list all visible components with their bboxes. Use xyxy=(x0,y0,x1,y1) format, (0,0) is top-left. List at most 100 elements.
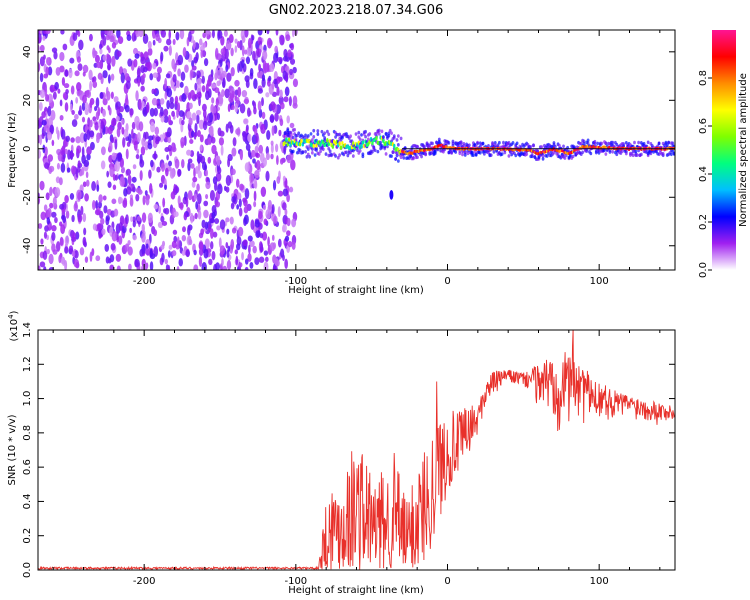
noise-cell xyxy=(156,166,161,173)
signal-halo xyxy=(334,154,337,158)
noise-cell xyxy=(255,159,261,171)
signal-core xyxy=(285,137,288,142)
noise-cell xyxy=(142,73,146,79)
signal-halo xyxy=(511,141,515,145)
noise-cell xyxy=(283,96,289,103)
colorbar-label: Normalized spectral amplitude xyxy=(738,73,749,227)
noise-cell xyxy=(112,184,117,191)
noise-cell xyxy=(231,104,235,111)
signal-halo xyxy=(503,150,507,155)
signal-halo xyxy=(581,150,585,155)
noise-cell xyxy=(60,30,65,35)
noise-cell xyxy=(87,117,91,127)
noise-cell xyxy=(269,63,275,73)
signal-halo xyxy=(354,132,358,136)
noise-cell xyxy=(75,168,79,178)
noise-cell xyxy=(51,231,56,242)
noise-cell xyxy=(54,187,61,198)
x-tick-label: -100 xyxy=(284,576,307,587)
noise-cell xyxy=(267,80,271,87)
noise-cell xyxy=(77,30,81,37)
noise-cell xyxy=(134,115,140,126)
noise-cell xyxy=(263,218,268,226)
noise-cell xyxy=(284,86,290,97)
signal-halo xyxy=(462,143,466,148)
noise-cell xyxy=(119,176,125,187)
noise-cell xyxy=(201,262,207,270)
noise-cell xyxy=(243,206,249,214)
noise-cell xyxy=(149,183,153,194)
noise-cell xyxy=(64,69,69,77)
noise-cell xyxy=(251,34,255,41)
noise-cell xyxy=(133,140,138,151)
noise-cell xyxy=(82,71,86,77)
noise-cell xyxy=(51,211,57,218)
noise-cell xyxy=(172,74,177,83)
noise-cell xyxy=(155,136,161,142)
noise-cell xyxy=(253,201,257,208)
noise-cell xyxy=(96,184,100,192)
noise-cell xyxy=(201,103,207,112)
noise-cell xyxy=(41,119,47,126)
noise-cell xyxy=(253,190,257,202)
noise-cell xyxy=(127,240,131,246)
noise-cell xyxy=(245,56,251,65)
signal-halo xyxy=(478,151,482,155)
noise-cell xyxy=(38,61,41,73)
noise-cell xyxy=(183,212,188,221)
noise-cell xyxy=(286,154,292,164)
noise-cell xyxy=(38,196,41,205)
noise-cell xyxy=(177,168,182,177)
noise-cell xyxy=(209,189,215,201)
noise-cell xyxy=(135,193,140,202)
noise-cell xyxy=(202,120,208,131)
signal-halo xyxy=(553,144,557,149)
noise-cell xyxy=(226,259,232,270)
noise-cell xyxy=(79,132,85,144)
noise-cell xyxy=(118,221,123,231)
noise-cell xyxy=(74,114,79,120)
noise-cell xyxy=(161,252,165,263)
noise-cell xyxy=(218,237,222,248)
signal-halo xyxy=(431,141,434,146)
signal-halo xyxy=(611,140,615,145)
noise-cell xyxy=(111,55,116,67)
noise-cell xyxy=(128,263,132,270)
noise-cell xyxy=(59,65,65,73)
signal-halo xyxy=(454,150,458,154)
noise-cell xyxy=(211,144,217,155)
noise-cell xyxy=(257,100,262,111)
noise-cell xyxy=(45,30,51,35)
y-tick-label: -20 xyxy=(22,189,33,205)
noise-cell xyxy=(39,72,44,83)
noise-cell xyxy=(159,106,164,118)
y-tick-label: 0 xyxy=(22,146,33,152)
noise-cell xyxy=(42,250,48,261)
signal-halo xyxy=(502,140,505,145)
noise-cell xyxy=(64,195,69,204)
noise-cell xyxy=(277,238,282,248)
x-tick-label: -200 xyxy=(133,276,156,287)
noise-cell xyxy=(190,69,194,79)
noise-cell xyxy=(49,124,55,135)
noise-cell xyxy=(291,241,296,250)
noise-cell xyxy=(59,99,63,107)
noise-cell xyxy=(165,131,171,138)
noise-cell xyxy=(175,31,180,41)
noise-cell xyxy=(43,204,48,212)
noise-cell xyxy=(39,261,46,268)
noise-cell xyxy=(154,126,160,136)
noise-cell xyxy=(282,175,286,182)
colorbar-ticks: 0.0 0.2 0.4 0.6 0.8 xyxy=(698,70,712,278)
signal-halo xyxy=(315,148,318,152)
noise-cell xyxy=(234,103,239,113)
noise-cell xyxy=(40,211,47,221)
signal-halo xyxy=(283,146,287,151)
noise-cell xyxy=(290,159,296,171)
signal-halo xyxy=(424,152,428,157)
snr-multiplier: (x104) xyxy=(7,310,20,341)
noise-cell xyxy=(250,219,255,230)
signal-core xyxy=(326,138,329,143)
y-tick-label: 0.2 xyxy=(22,528,33,544)
noise-cell xyxy=(217,183,223,195)
